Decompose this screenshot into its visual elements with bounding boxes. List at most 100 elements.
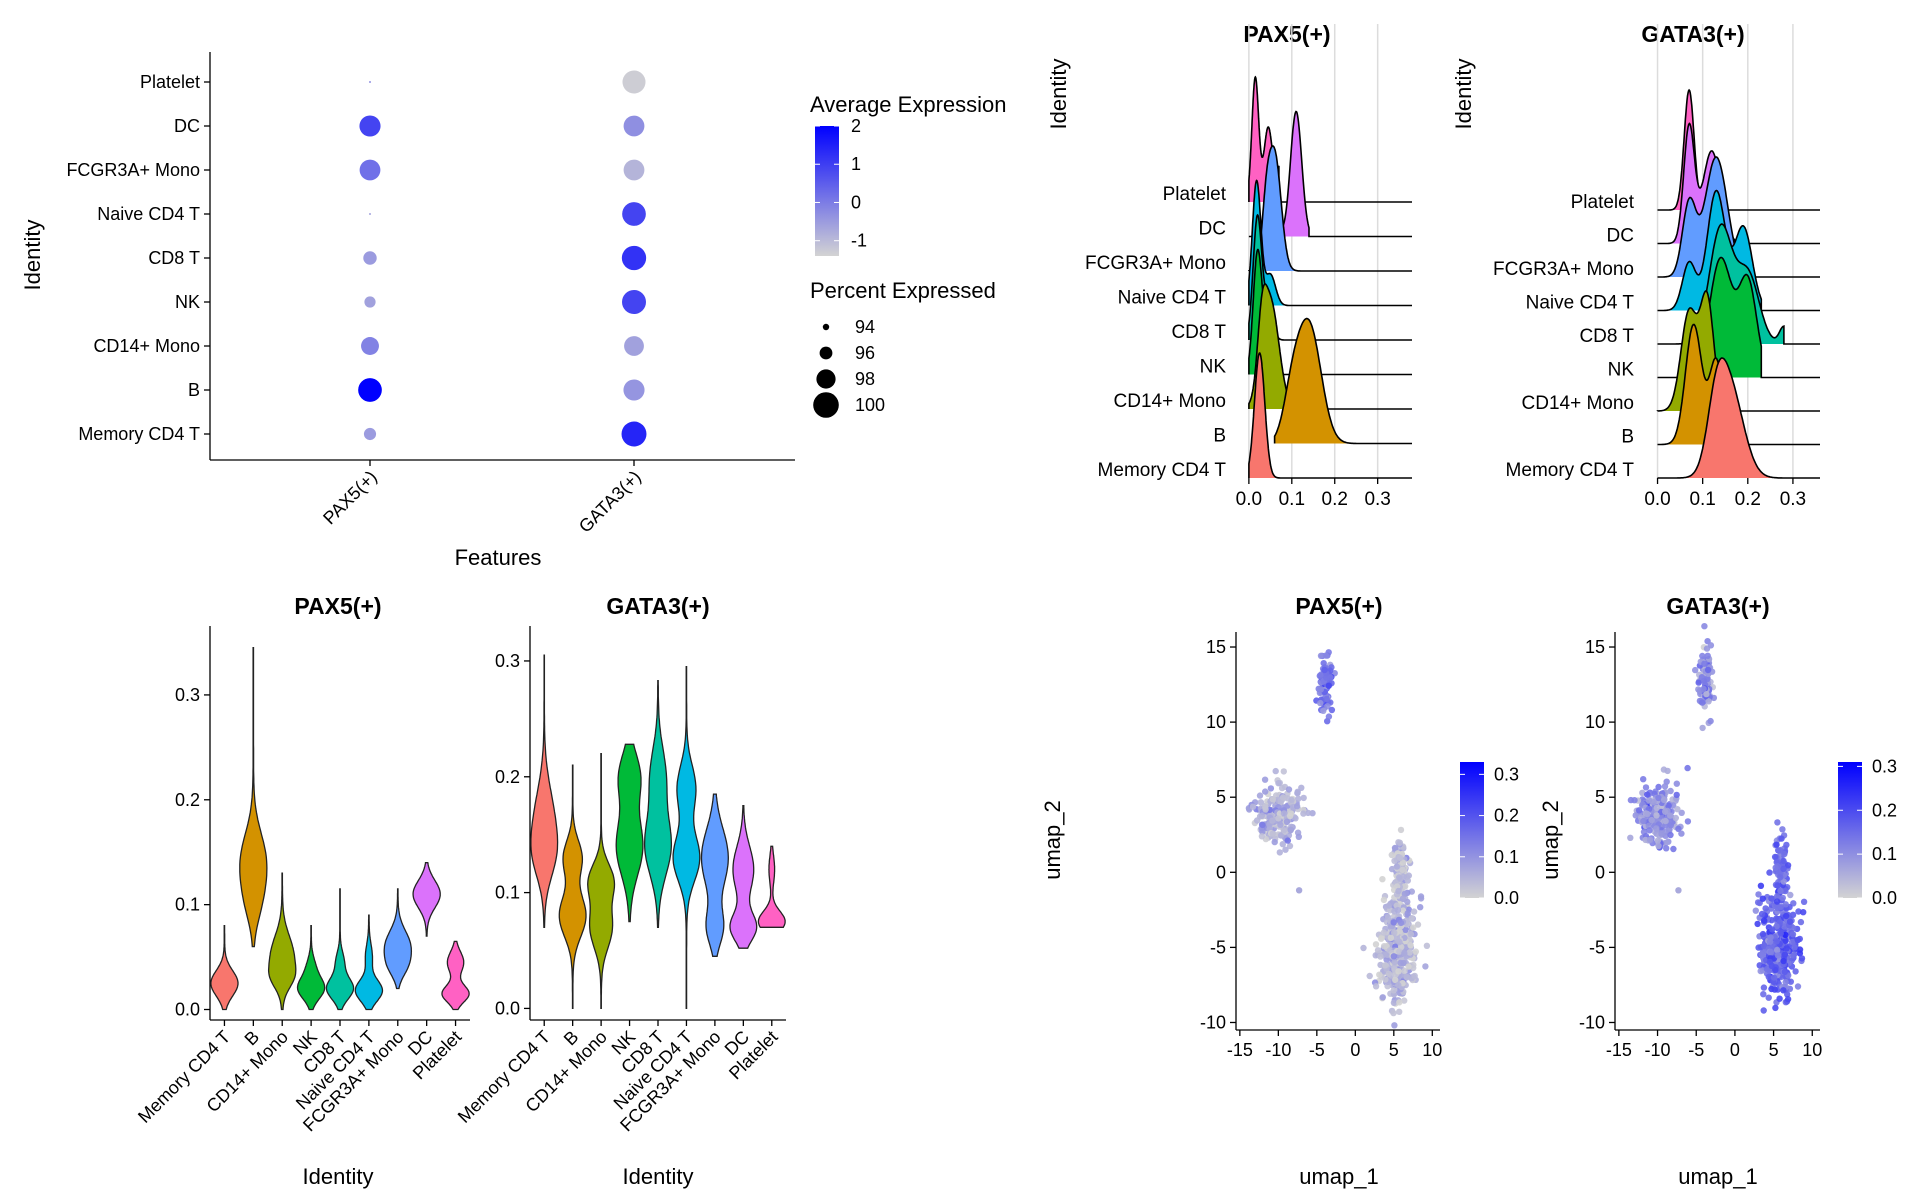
feature-pax5-cell <box>1320 707 1327 714</box>
dotplot-ytick-label: CD14+ Mono <box>93 336 200 356</box>
feature-gata3-cell <box>1704 652 1711 659</box>
feature-pax5-cell <box>1277 832 1285 839</box>
violin-gata3-violin-cd8-t <box>643 679 673 928</box>
feature-pax5-xtick-label: 5 <box>1389 1040 1399 1060</box>
feature-gata3-cell <box>1773 893 1781 900</box>
feature-gata3-cell <box>1664 767 1671 775</box>
ridge-pax5-title: PAX5(+) <box>1243 21 1330 47</box>
ridge-pax5-ytick-label: Platelet <box>1163 184 1227 205</box>
ridge-pax5-ytick-label: NK <box>1200 357 1227 378</box>
dotplot-ytick-label: Platelet <box>140 72 200 92</box>
ridge-gata3-ytick-label: CD14+ Mono <box>1522 393 1634 414</box>
feature-pax5-cell <box>1295 795 1302 802</box>
feature-gata3-cell <box>1783 945 1790 952</box>
feature-gata3-cell <box>1640 776 1647 783</box>
feature-gata3-cell <box>1698 674 1706 681</box>
feature-gata3-xtick-label: 5 <box>1769 1040 1779 1060</box>
feature-gata3-cell <box>1760 942 1768 950</box>
feature-pax5-colorbar <box>1460 762 1484 898</box>
feature-gata3-cell <box>1754 920 1761 928</box>
ridge-pax5-xtick-label: 0.1 <box>1279 489 1305 510</box>
feature-gata3-cell <box>1781 923 1788 930</box>
feature-pax5-cell <box>1285 786 1293 793</box>
feature-gata3-cell <box>1771 986 1779 993</box>
ridge-pax5-ridge-outline-memory-cd4-t <box>1248 352 1412 479</box>
feature-gata3-cell <box>1662 808 1669 815</box>
violin-gata3-ytick-label: 0.0 <box>495 998 520 1018</box>
feature-pax5-cell <box>1294 788 1301 795</box>
feature-gata3-cell <box>1658 830 1665 837</box>
feature-gata3-cell <box>1774 882 1781 889</box>
ridge-gata3-ridge-outline-naive-cd4-t <box>1657 189 1820 312</box>
feature-gata3-cell <box>1653 825 1660 832</box>
dot-gata3-platelet <box>622 70 646 94</box>
feature-gata3-cell <box>1675 825 1682 832</box>
ridge-panel-pax5: PAX5(+) Identity 0.0 0.1 0.2 0.3 Platelet DC F… <box>1046 21 1412 510</box>
feature-gata3-cell <box>1766 938 1774 945</box>
dotplot-ytick-label: CD8 T <box>148 248 200 268</box>
feature-pax5-cell <box>1283 818 1291 825</box>
feature-pax5-cell <box>1422 963 1429 970</box>
feature-gata3-cell <box>1635 807 1643 814</box>
feature-gata3-cell <box>1705 698 1712 705</box>
feature-gata3-cell <box>1670 802 1677 809</box>
feature-gata3-cell <box>1794 936 1802 944</box>
feature-gata3-cell <box>1765 994 1772 1001</box>
feature-pax5-cell <box>1396 999 1403 1006</box>
feature-gata3-cell <box>1780 878 1787 885</box>
dot-gata3-cd8-t <box>621 245 647 271</box>
feature-gata3-cell <box>1653 804 1661 811</box>
feature-gata3-cell <box>1663 845 1670 852</box>
feature-pax5-cell <box>1394 907 1402 914</box>
color-legend-title: Average Expression <box>810 92 1007 117</box>
feature-pax5-cell <box>1323 695 1330 703</box>
feature-pax5-cell <box>1372 983 1380 990</box>
feature-pax5-cell <box>1407 942 1414 949</box>
ridge-pax5-ytick-label: DC <box>1199 219 1226 240</box>
feature-pax5-colorbar-label: 0.1 <box>1494 847 1519 867</box>
feature-pax5-cell <box>1396 854 1404 862</box>
dot-pax5-cd14-mono <box>361 337 379 355</box>
feature-pax5-cell <box>1392 976 1399 984</box>
feature-pax5-cell <box>1396 839 1404 846</box>
feature-pax5-cell <box>1325 682 1333 689</box>
feature-pax5-cell <box>1401 967 1408 975</box>
feature-gata3-cell <box>1796 950 1804 957</box>
feature-pax5-xtick-label: 0 <box>1350 1040 1360 1060</box>
ridge-pax5-ridge-memory-cd4-t <box>1248 353 1284 478</box>
feature-pax5-cell <box>1279 794 1287 801</box>
feature-gata3-cell <box>1772 864 1779 871</box>
feature-gata3-cell <box>1782 937 1789 944</box>
feature-gata3-cell <box>1699 724 1706 732</box>
size-legend-dot <box>819 346 833 360</box>
dotplot-xtick-label: GATA3(+) <box>575 467 645 537</box>
feature-gata3-cell <box>1699 652 1706 660</box>
feature-pax5-cell <box>1406 949 1413 956</box>
feature-pax5-cell <box>1405 963 1412 970</box>
feature-gata3-cell <box>1644 810 1651 818</box>
feature-pax5-cell <box>1323 674 1330 681</box>
feature-pax5-cell <box>1397 826 1405 834</box>
feature-gata3-cell <box>1780 857 1787 865</box>
feature-pax5-cell <box>1269 817 1276 824</box>
feature-pax5-cell <box>1390 919 1397 926</box>
feature-pax5-cell <box>1403 973 1410 981</box>
feature-gata3-cell <box>1673 791 1680 799</box>
feature-pax5-cell <box>1393 863 1401 870</box>
feature-gata3-cell <box>1755 944 1762 951</box>
feature-gata3-cell <box>1782 978 1789 986</box>
feature-pax5-cell <box>1396 948 1403 955</box>
feature-gata3-cell <box>1786 918 1794 925</box>
feature-pax5-cell <box>1279 841 1287 848</box>
feature-pax5-cell <box>1396 1008 1403 1015</box>
feature-pax5-cell <box>1417 904 1424 911</box>
feature-gata3-cell <box>1766 869 1773 876</box>
feature-gata3-cell <box>1665 802 1672 809</box>
ridge-pax5-ytick-label: Memory CD4 T <box>1098 460 1227 481</box>
ridge-pax5-ridge-dc <box>1248 111 1309 237</box>
dotplot-xtick-label: PAX5(+) <box>319 467 381 529</box>
violin-gata3-violin-naive-cd4-t <box>672 666 701 1010</box>
feature-gata3-cell <box>1763 965 1771 973</box>
feature-gata3-cell <box>1787 978 1795 985</box>
